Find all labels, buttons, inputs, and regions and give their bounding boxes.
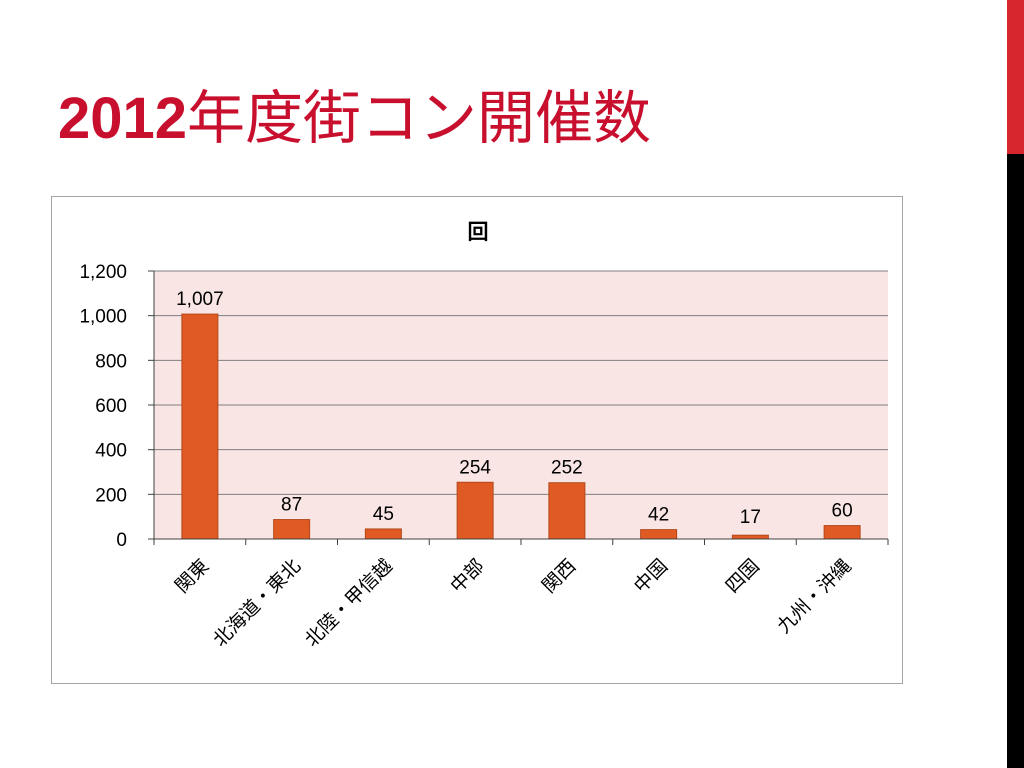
data-label: 60 xyxy=(832,501,853,522)
x-tick-label: 四国 xyxy=(721,555,763,597)
accent-bar-red xyxy=(1007,0,1024,154)
bar xyxy=(823,525,861,540)
y-tick-label: 200 xyxy=(95,485,127,506)
y-tick-label: 1,200 xyxy=(79,262,127,283)
bar xyxy=(640,529,678,540)
data-label: 42 xyxy=(648,505,669,526)
data-label: 17 xyxy=(740,507,761,528)
bar xyxy=(731,534,769,540)
data-label: 45 xyxy=(373,504,394,525)
x-tick-label: 九州・沖縄 xyxy=(773,555,856,638)
x-tick-label: 中国 xyxy=(630,555,672,597)
y-tick-label: 600 xyxy=(95,396,127,417)
x-tick-label: 北陸・甲信越 xyxy=(301,555,397,651)
chart-title: 回 xyxy=(468,220,489,244)
x-tick-label: 関東 xyxy=(171,555,213,597)
slide-title-text: 年度街コン開催数 xyxy=(187,84,652,152)
chart-frame: 回 0 200 400 600 800 1,000 1,200 1,007 87 45 254 252… xyxy=(51,196,903,684)
y-tick-label: 800 xyxy=(95,351,127,372)
x-tick-label: 関西 xyxy=(538,555,580,597)
bar xyxy=(548,482,586,540)
bar xyxy=(273,519,311,540)
bar xyxy=(456,481,494,540)
x-tick-label: 北海道・東北 xyxy=(209,555,305,651)
data-label: 252 xyxy=(551,458,583,479)
bar xyxy=(364,528,402,540)
slide-title: 2012年度街コン開催数 xyxy=(58,78,651,159)
bar xyxy=(181,313,219,540)
data-label: 87 xyxy=(281,495,302,516)
y-tick-label: 1,000 xyxy=(79,307,127,328)
data-label: 254 xyxy=(459,457,491,478)
x-tick-label: 中部 xyxy=(446,555,488,597)
bar-chart: 回 0 200 400 600 800 1,000 1,200 1,007 87 45 254 252… xyxy=(79,220,889,651)
y-tick-label: 400 xyxy=(95,441,127,462)
slide-title-year: 2012 xyxy=(58,86,188,151)
data-label: 1,007 xyxy=(176,289,224,310)
y-tick-label: 0 xyxy=(116,530,127,551)
accent-bar-black xyxy=(1007,154,1024,768)
